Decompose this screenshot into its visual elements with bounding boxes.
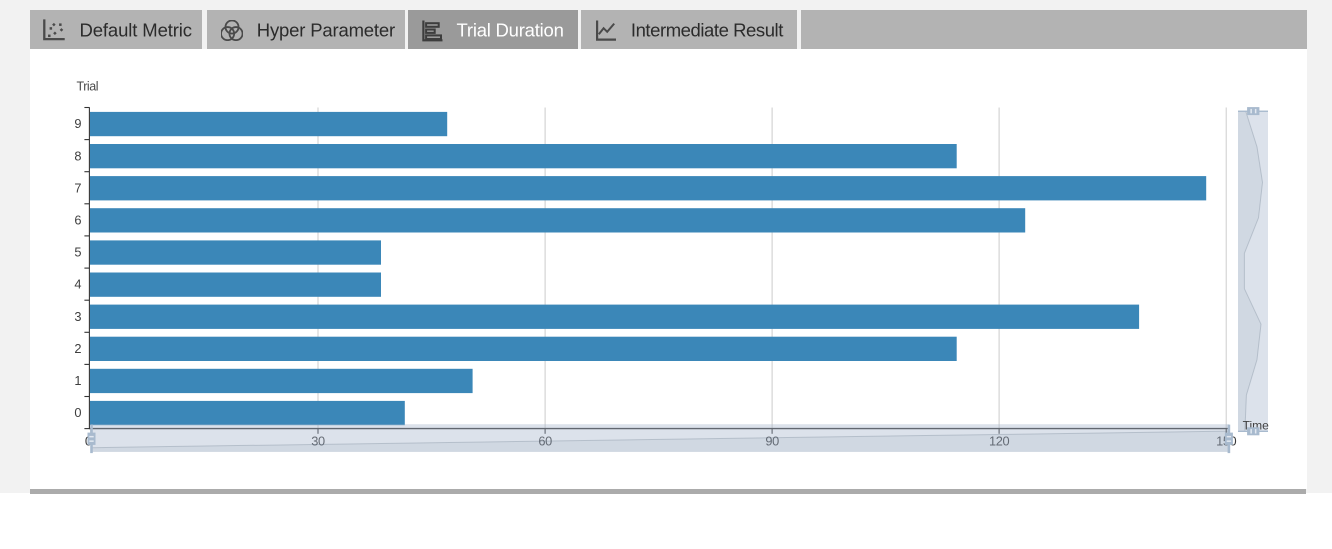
svg-text:4: 4	[74, 277, 81, 292]
svg-text:Trial: Trial	[77, 80, 99, 94]
svg-text:1: 1	[74, 373, 81, 388]
svg-text:5: 5	[74, 245, 81, 260]
svg-text:7: 7	[74, 180, 81, 195]
svg-text:60: 60	[538, 434, 552, 449]
svg-text:9: 9	[74, 116, 81, 131]
svg-text:8: 8	[74, 148, 81, 163]
svg-text:30: 30	[311, 434, 325, 449]
svg-text:120: 120	[989, 434, 1009, 449]
svg-text:6: 6	[74, 213, 81, 228]
svg-text:90: 90	[765, 434, 779, 449]
svg-text:0: 0	[74, 405, 81, 420]
svg-text:3: 3	[74, 309, 81, 324]
svg-text:2: 2	[74, 341, 81, 356]
